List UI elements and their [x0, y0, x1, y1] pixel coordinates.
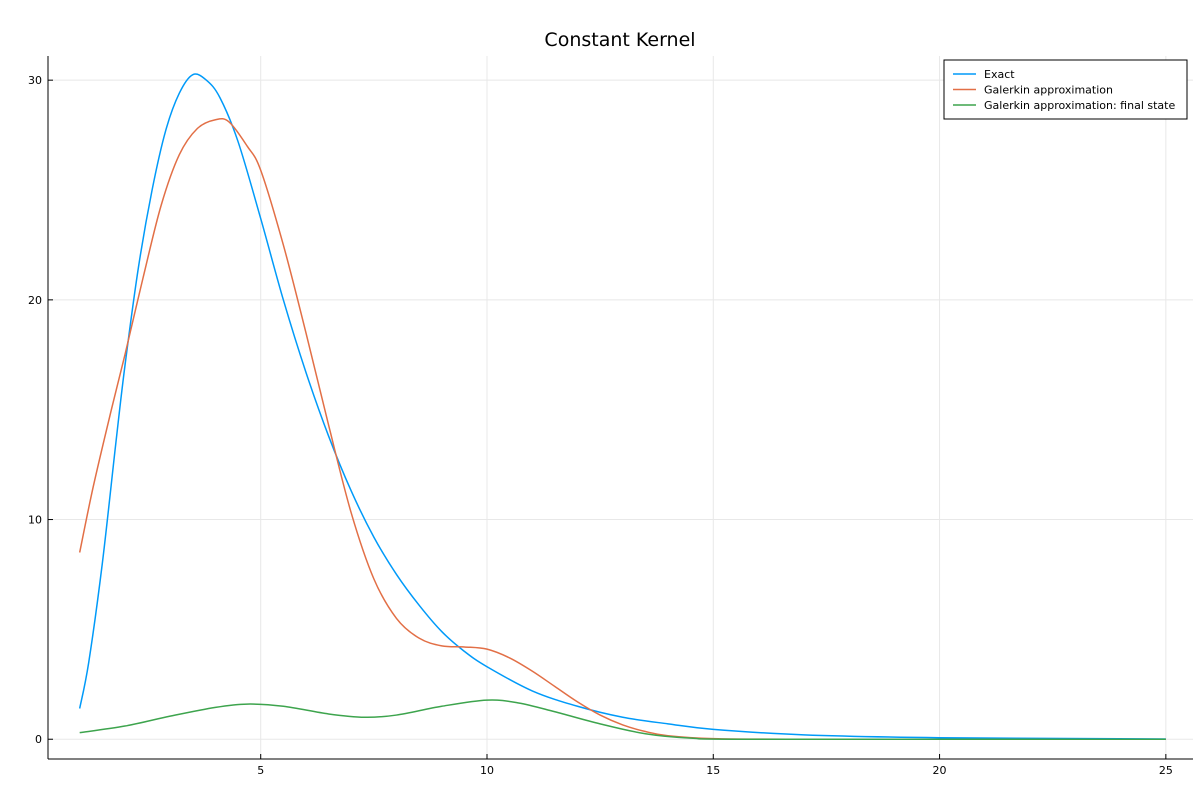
tick-labels: 5 10 15 20 25 0 10 20 30 [28, 74, 1173, 777]
y-tick-label: 20 [28, 294, 42, 307]
x-tick-label: 5 [257, 764, 264, 777]
legend: Exact Galerkin approximation Galerkin appr… [943, 59, 1188, 120]
legend-label-1: Galerkin approximation [984, 84, 1113, 97]
chart-title: Constant Kernel [544, 29, 695, 51]
y-tick-label: 30 [28, 74, 42, 87]
x-tick-label: 10 [480, 764, 494, 777]
legend-label-2: Galerkin approximation: final state [984, 99, 1175, 112]
grid-lines [48, 56, 1193, 759]
y-tick-label: 10 [28, 514, 42, 527]
series-line-0 [78, 73, 1166, 740]
axes [47, 56, 1193, 760]
x-tick-label: 25 [1159, 764, 1173, 777]
legend-label-0: Exact [984, 68, 1015, 81]
x-tick-label: 15 [706, 764, 720, 777]
legend-box [943, 59, 1188, 120]
x-tick-label: 20 [933, 764, 947, 777]
series-line-2 [79, 699, 1166, 741]
y-tick-label: 0 [35, 733, 42, 746]
series-lines [78, 73, 1166, 741]
series-line-1 [78, 117, 1166, 741]
